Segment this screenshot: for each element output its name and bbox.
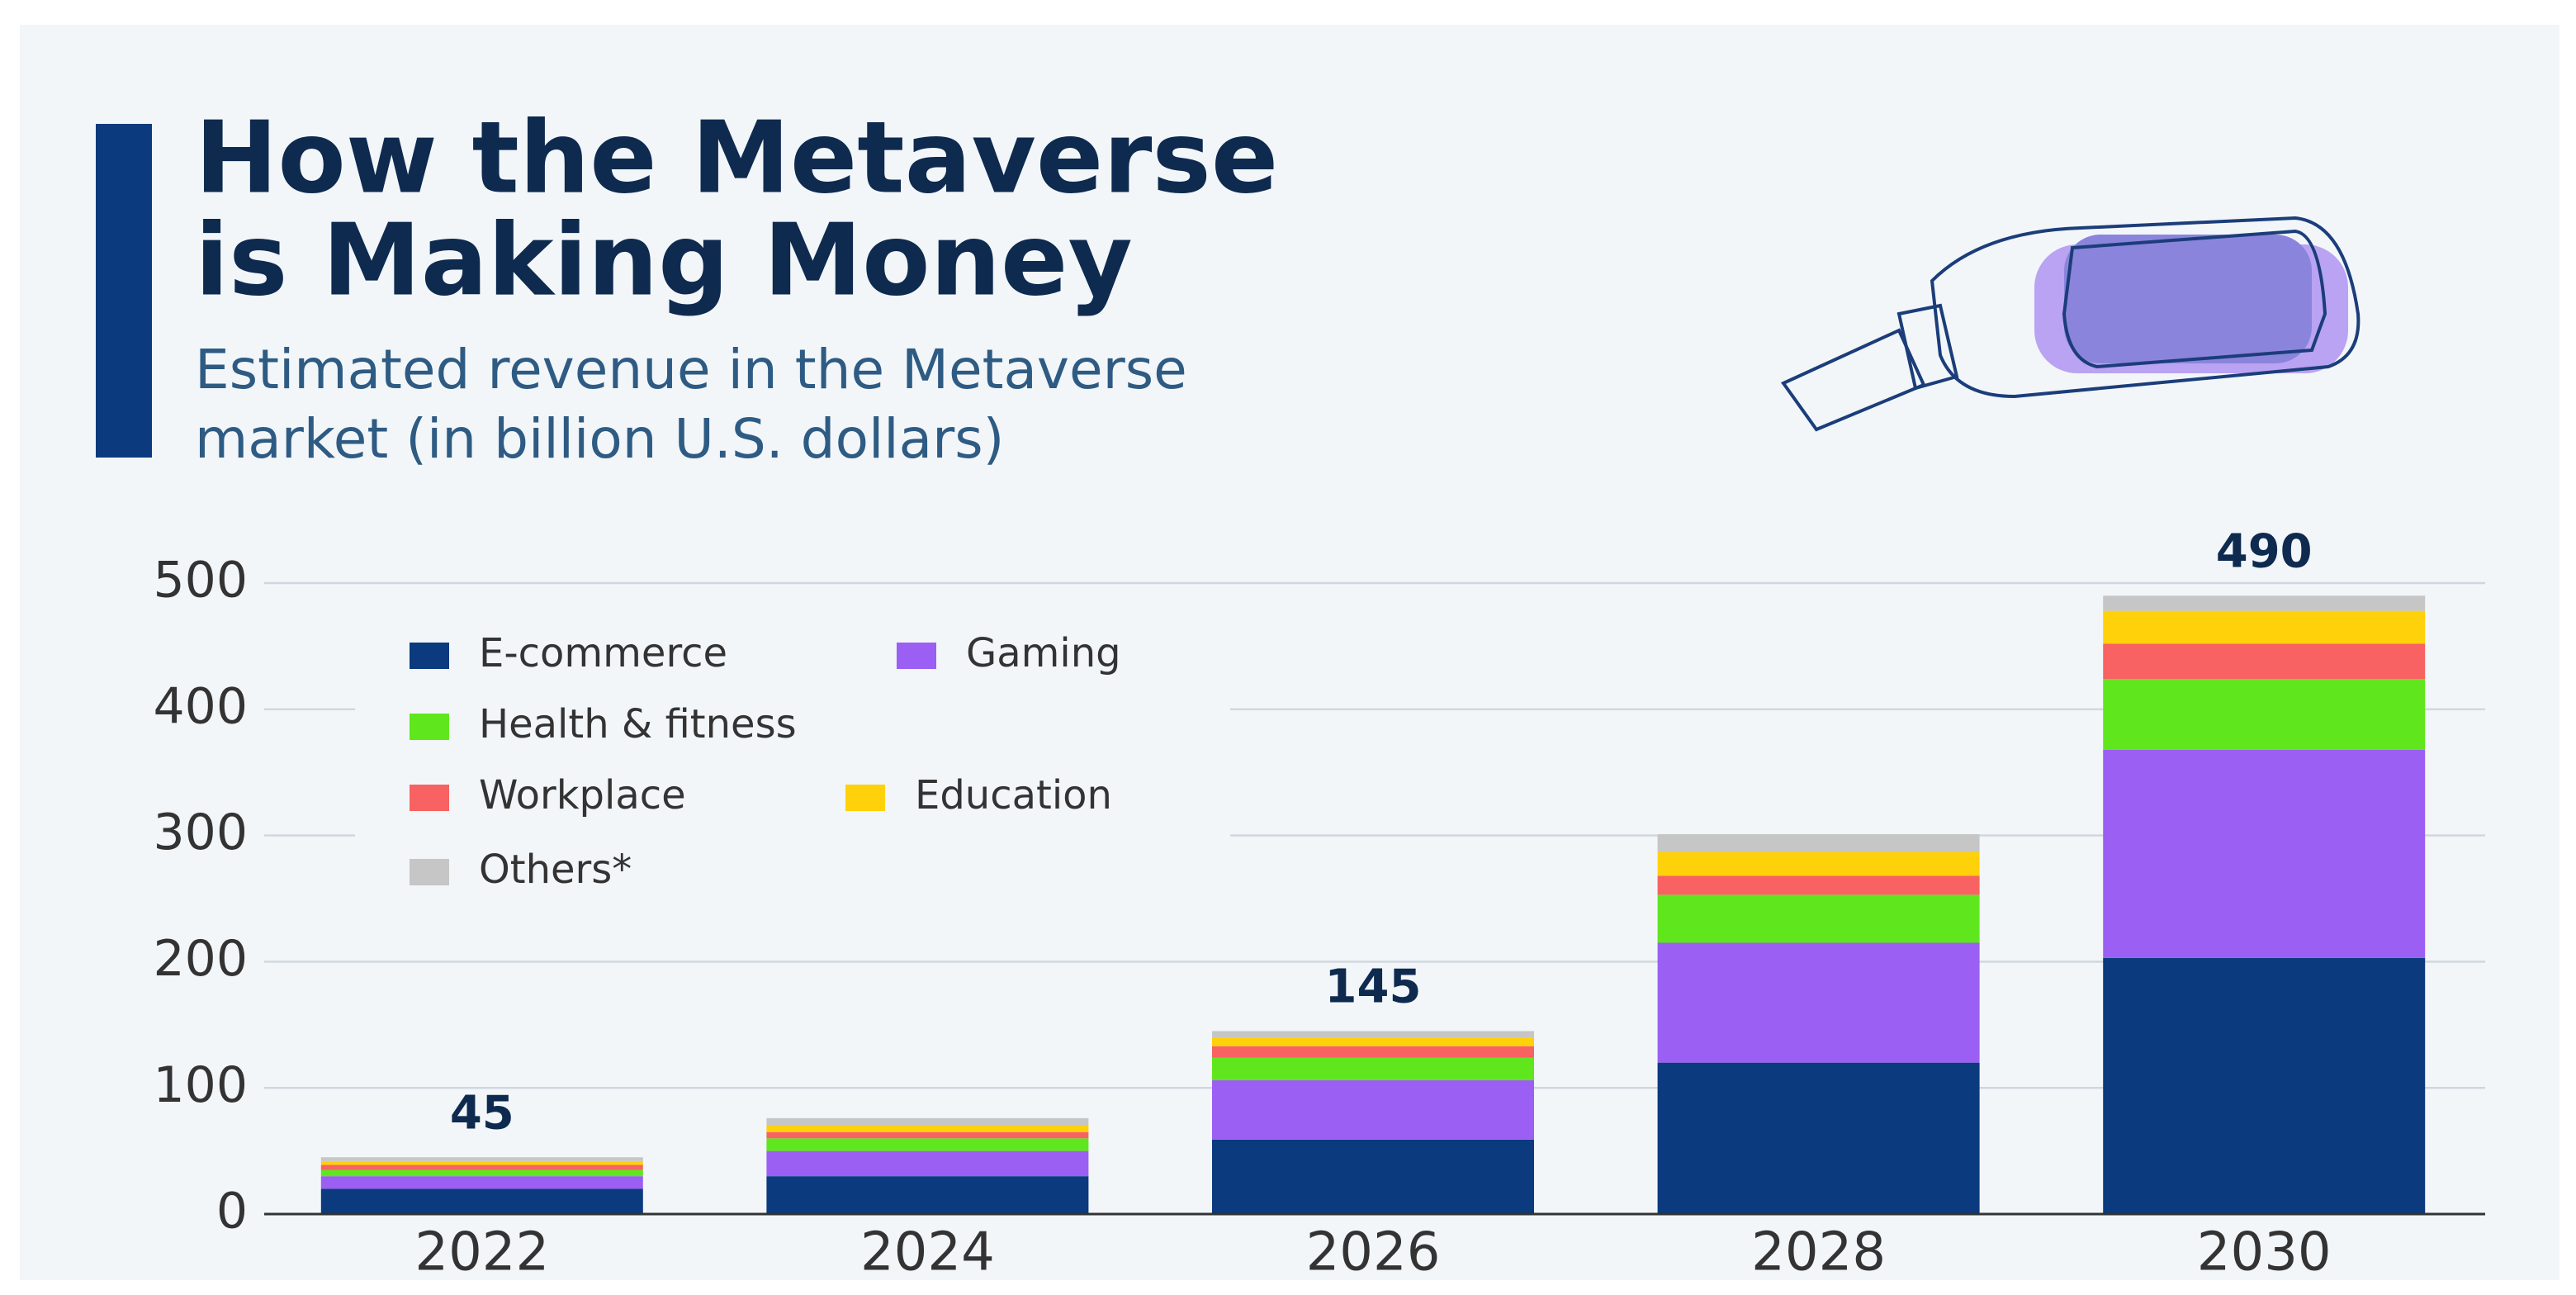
bar-segment [1657, 834, 1980, 852]
bar-segment [766, 1138, 1089, 1151]
y-tick-label: 100 [153, 1056, 248, 1114]
x-tick-label: 2024 [860, 1222, 995, 1283]
legend-label: Health & fitness [479, 701, 797, 747]
bar-segment [320, 1188, 643, 1214]
total-label: 45 [450, 1086, 514, 1140]
y-tick-label: 400 [153, 677, 248, 735]
legend-label: Education [915, 772, 1112, 818]
bar-segment [2103, 595, 2426, 611]
y-tick-label: 0 [216, 1183, 248, 1240]
bar-segment [1212, 1046, 1534, 1058]
bar-segment [2103, 957, 2426, 1214]
y-tick-label: 500 [153, 552, 248, 610]
x-tick-label: 2022 [414, 1222, 549, 1283]
legend-label: Gaming [966, 630, 1121, 676]
x-tick-label: 2026 [1306, 1222, 1441, 1283]
total-label: 490 [2216, 524, 2313, 578]
bar-segment [766, 1126, 1089, 1132]
bar-segment [1212, 1139, 1534, 1214]
y-tick-label: 300 [153, 804, 248, 861]
bar-segment [1657, 851, 1980, 876]
total-label: 145 [1325, 961, 1422, 1014]
bar-segment [766, 1176, 1089, 1214]
bar-segment [1212, 1031, 1534, 1038]
chart-subtitle: Estimated revenue in the Metaverse [195, 338, 1187, 401]
accent-bar [96, 124, 152, 458]
bar-segment [2103, 679, 2426, 750]
vr-headset-icon [1780, 216, 2361, 432]
chart-title: is Making Money [195, 204, 1133, 319]
x-tick-label: 2030 [2197, 1222, 2332, 1283]
legend-swatch [410, 714, 449, 740]
bar-segment [1212, 1057, 1534, 1081]
legend-swatch [897, 643, 936, 669]
legend-label: E-commerce [479, 630, 727, 676]
legend-label: Workplace [479, 772, 686, 818]
legend-background [355, 614, 1230, 912]
bar-segment [1212, 1037, 1534, 1046]
bar-segment [1657, 1062, 1980, 1214]
bar-segment [320, 1160, 643, 1165]
legend-swatch [410, 785, 449, 811]
legend-label: Others* [479, 847, 632, 893]
bar-segment [320, 1169, 643, 1177]
bar-segment [320, 1176, 643, 1189]
bar-segment [1657, 894, 1980, 943]
bar-segment [766, 1150, 1089, 1177]
y-tick-label: 200 [153, 930, 248, 988]
chart-title: How the Metaverse [195, 102, 1278, 216]
chart-subtitle: market (in billion U.S. dollars) [195, 407, 1004, 471]
bar-segment [1212, 1080, 1534, 1140]
bar-segment [766, 1131, 1089, 1139]
bar-segment [766, 1117, 1089, 1127]
bar-segment [2103, 749, 2426, 958]
bar-segment [320, 1157, 643, 1161]
x-tick-label: 2028 [1751, 1222, 1886, 1283]
legend-swatch [410, 643, 449, 669]
legend-swatch [845, 785, 885, 811]
bar-segment [320, 1165, 643, 1170]
bar-segment [1657, 942, 1980, 1063]
legend-swatch [410, 859, 449, 885]
bar-segment [1657, 875, 1980, 895]
bar-segment [2103, 610, 2426, 644]
bar-segment [2103, 643, 2426, 680]
